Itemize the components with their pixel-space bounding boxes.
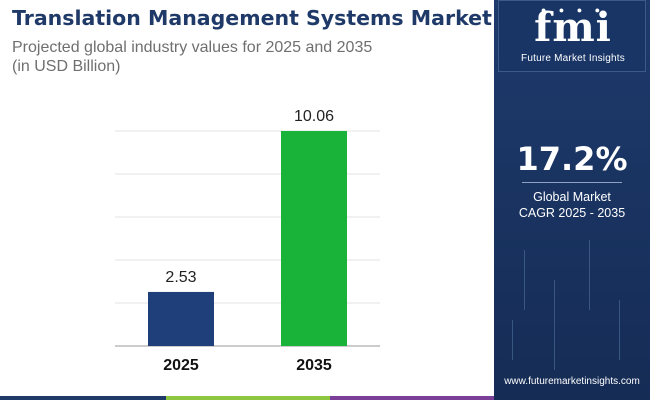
sidebar-panel: ● ● ● ● fmi Future Market Insights 17.2%… <box>494 0 650 400</box>
bottom-bar-segment-purple <box>330 396 494 400</box>
cagr-label-line-2: CAGR 2025 - 2035 <box>518 206 626 220</box>
cagr-divider <box>522 182 622 183</box>
x-tick-2025: 2025 <box>163 357 199 374</box>
bars <box>148 131 347 346</box>
subtitle-line-1: Projected global industry values for 202… <box>12 39 373 56</box>
cagr-label: Global Market CAGR 2025 - 2035 <box>494 189 650 221</box>
chart-subtitle: Projected global industry values for 202… <box>12 38 482 76</box>
logo-caption: Future Market Insights <box>521 53 625 64</box>
subtitle-line-2: (in USD Billion) <box>12 58 121 75</box>
bar-2025 <box>148 291 214 346</box>
fmi-logo: ● ● ● ● fmi Future Market Insights <box>498 0 646 72</box>
x-tick-labels: 2025 2035 <box>163 357 332 374</box>
bottom-bar-segment-navy <box>0 396 166 400</box>
logo-icons: ● ● ● ● <box>540 5 606 15</box>
bottom-color-bar <box>0 396 494 400</box>
chart-title: Translation Management Systems Market <box>12 6 492 30</box>
logo-wordmark: fmi <box>534 4 612 51</box>
x-tick-2035: 2035 <box>296 357 332 374</box>
bottom-bar-segment-green <box>166 396 330 400</box>
data-label-2025: 2.53 <box>165 269 196 286</box>
bar-chart: 2.53 10.06 2025 2035 <box>115 108 380 374</box>
cagr-label-line-1: Global Market <box>533 190 611 204</box>
data-labels: 2.53 10.06 <box>165 108 334 286</box>
website-link[interactable]: www.futuremarketinsights.com <box>504 376 640 387</box>
bar-2035 <box>281 131 347 346</box>
cagr-value: 17.2% <box>516 140 628 178</box>
data-label-2035: 10.06 <box>294 108 334 125</box>
